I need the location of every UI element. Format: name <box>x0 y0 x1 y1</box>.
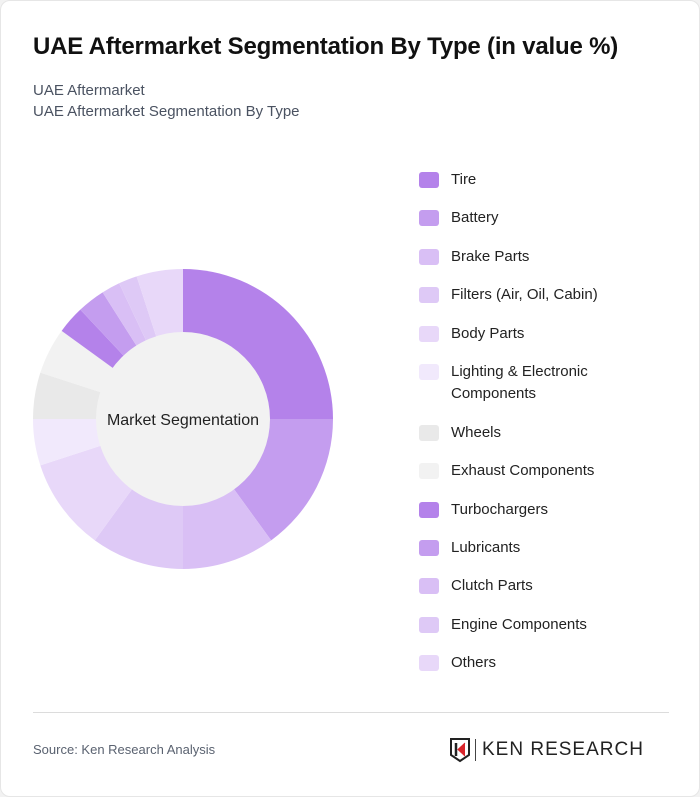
legend-swatch <box>419 463 439 479</box>
subtitle-segmentation: UAE Aftermarket Segmentation By Type <box>33 103 300 120</box>
page-title: UAE Aftermarket Segmentation By Type (in… <box>33 33 618 60</box>
logo-separator <box>475 739 476 761</box>
legend-swatch <box>419 578 439 594</box>
donut-center-label: Market Segmentation <box>107 412 259 429</box>
source-note: Source: Ken Research Analysis <box>33 742 216 757</box>
legend-label: Wheels <box>451 424 502 441</box>
legend-item[interactable]: Turbochargers <box>419 499 631 521</box>
donut-center <box>96 332 270 506</box>
legend-item[interactable]: Wheels <box>419 422 631 444</box>
ken-research-logo-icon <box>450 738 470 763</box>
legend-label: Exhaust Components <box>451 462 595 479</box>
subtitle-market: UAE Aftermarket <box>33 82 145 99</box>
legend-label: Clutch Parts <box>451 577 533 594</box>
legend-item[interactable]: Body Parts <box>419 323 631 345</box>
legend-item[interactable]: Tire <box>419 169 631 191</box>
legend-label: Lubricants <box>451 539 521 556</box>
logo-text: KEN RESEARCH <box>482 739 644 760</box>
legend-swatch <box>419 617 439 633</box>
legend-item[interactable]: Lighting & Electronic Components <box>419 361 631 405</box>
legend-item[interactable]: Exhaust Components <box>419 460 631 482</box>
legend-swatch <box>419 326 439 342</box>
legend-label: Battery <box>451 209 499 226</box>
legend-label: Tire <box>451 171 477 188</box>
legend-swatch <box>419 502 439 518</box>
legend-item[interactable]: Engine Components <box>419 614 631 636</box>
legend-label: Filters (Air, Oil, Cabin) <box>451 286 598 303</box>
legend-label: Brake Parts <box>451 248 530 265</box>
ken-research-logo: KEN RESEARCH <box>449 737 644 763</box>
legend-item[interactable]: Battery <box>419 207 631 229</box>
legend-item[interactable]: Brake Parts <box>419 246 631 268</box>
legend-item[interactable]: Lubricants <box>419 537 631 559</box>
footer-divider <box>33 712 669 713</box>
legend-item[interactable]: Others <box>419 652 631 674</box>
legend-swatch <box>419 540 439 556</box>
legend-swatch <box>419 287 439 303</box>
legend-swatch <box>419 425 439 441</box>
legend-swatch <box>419 210 439 226</box>
legend-label: Engine Components <box>451 616 587 633</box>
legend-item[interactable]: Clutch Parts <box>419 575 631 597</box>
legend-item[interactable]: Filters (Air, Oil, Cabin) <box>419 284 631 306</box>
legend-swatch <box>419 172 439 188</box>
legend-label: Body Parts <box>451 325 525 342</box>
legend-swatch <box>419 655 439 671</box>
legend-swatch <box>419 364 439 380</box>
legend-label: Others <box>451 654 497 671</box>
legend-label: Turbochargers <box>451 501 548 518</box>
legend-label: Lighting & Electronic Components <box>451 363 588 402</box>
donut-chart: Market Segmentation <box>33 269 333 569</box>
legend-swatch <box>419 249 439 265</box>
